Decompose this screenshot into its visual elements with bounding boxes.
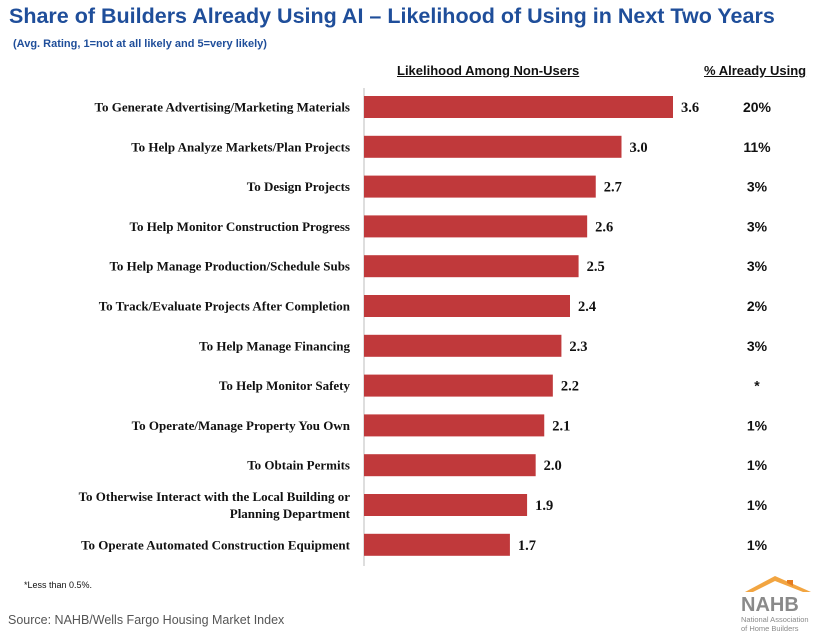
bar-value-label: 2.1 xyxy=(552,418,570,434)
bar xyxy=(364,334,562,357)
bar-value-label: 2.7 xyxy=(604,180,622,196)
category-label: To Generate Advertising/Marketing Materi… xyxy=(94,100,350,115)
likelihood-column-header: Likelihood Among Non-Users xyxy=(397,63,580,78)
category-label: To Help Monitor Construction Progress xyxy=(129,219,350,234)
bar xyxy=(364,175,596,198)
already-using-value: 1% xyxy=(747,417,768,433)
already-using-value: 2% xyxy=(747,298,768,314)
bar xyxy=(364,135,622,158)
already-using-value: 3% xyxy=(747,218,768,234)
chart-title: Share of Builders Already Using AI – Lik… xyxy=(9,4,775,28)
bar-value-label: 2.5 xyxy=(587,259,605,275)
bar-value-label: 2.2 xyxy=(561,379,579,395)
already-using-value: 3% xyxy=(747,338,768,354)
category-label: To Operate/Manage Property You Own xyxy=(132,418,351,433)
logo-roof-accent xyxy=(787,580,793,586)
bar xyxy=(364,215,588,238)
already-using-value: 1% xyxy=(747,537,768,553)
bar xyxy=(364,533,510,556)
bar xyxy=(364,295,570,317)
bar-value-label: 2.4 xyxy=(578,299,596,315)
category-label: To Help Manage Financing xyxy=(199,338,350,353)
already-using-value: 3% xyxy=(747,179,768,195)
bar xyxy=(364,414,545,437)
bar-value-label: 3.6 xyxy=(681,100,699,116)
bar-value-label: 1.9 xyxy=(535,498,553,514)
nahb-logo: NAHB National Association of Home Builde… xyxy=(741,576,811,633)
category-label: To Operate Automated Construction Equipm… xyxy=(81,537,351,552)
bar-value-label: 2.3 xyxy=(569,339,587,355)
already-using-value: 1% xyxy=(747,497,768,513)
source-note: Source: NAHB/Wells Fargo Housing Market … xyxy=(8,613,285,627)
chart-subtitle: (Avg. Rating, 1=not at all likely and 5=… xyxy=(13,38,267,50)
bar-value-label: 1.7 xyxy=(518,538,536,554)
bar-value-label: 2.0 xyxy=(544,458,562,474)
footnote: *Less than 0.5%. xyxy=(24,580,93,590)
bar xyxy=(364,494,528,516)
category-label: To Help Manage Production/Schedule Subs xyxy=(109,259,350,274)
logo-line-1: National Association xyxy=(741,615,809,624)
category-label: Planning Department xyxy=(230,506,351,521)
bar xyxy=(364,255,579,278)
already-using-column-header: % Already Using xyxy=(704,63,807,78)
bar xyxy=(364,454,536,477)
category-label: To Design Projects xyxy=(247,179,350,194)
logo-wordmark: NAHB xyxy=(741,594,799,616)
bar-chart: 3.6 To Generate Advertising/Marketing Mat… xyxy=(79,88,772,566)
already-using-value: 11% xyxy=(743,139,771,155)
category-label: To Track/Evaluate Projects After Complet… xyxy=(99,299,351,314)
bar-value-label: 2.6 xyxy=(595,219,613,235)
bar xyxy=(364,96,673,118)
category-label: To Help Analyze Markets/Plan Projects xyxy=(131,139,350,154)
already-using-value: 1% xyxy=(747,457,768,473)
category-label: To Otherwise Interact with the Local Bui… xyxy=(79,489,351,504)
category-label: To Help Monitor Safety xyxy=(219,378,351,393)
bars-layer: 3.6 To Generate Advertising/Marketing Mat… xyxy=(79,96,772,556)
logo-roof xyxy=(745,576,811,592)
category-label: To Obtain Permits xyxy=(247,458,350,473)
already-using-value: * xyxy=(754,378,760,394)
already-using-value: 20% xyxy=(743,99,772,115)
logo-line-2: of Home Builders xyxy=(741,624,799,633)
bar-value-label: 3.0 xyxy=(630,140,648,156)
already-using-value: 3% xyxy=(747,258,768,274)
bar xyxy=(364,374,553,397)
